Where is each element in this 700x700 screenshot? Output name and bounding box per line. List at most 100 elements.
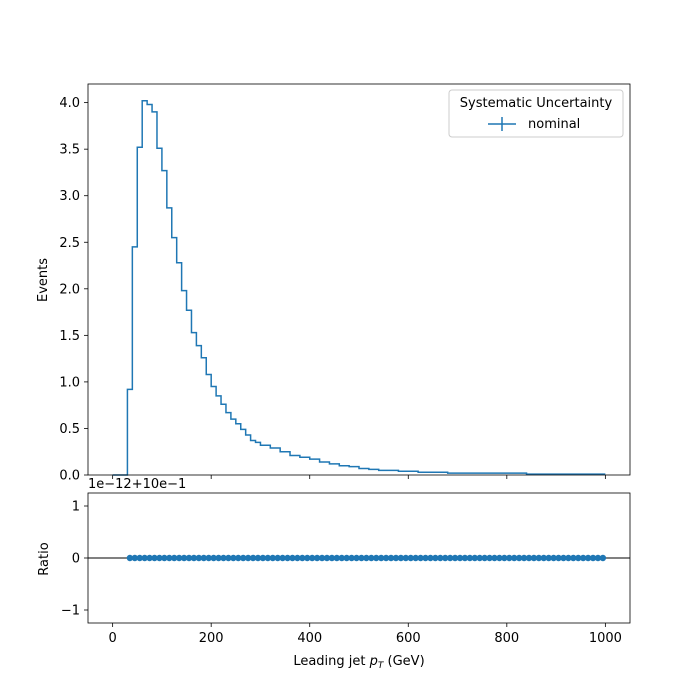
ratio-point <box>141 554 148 562</box>
histogram-y-ticks: 0.0 0.5 1.0 1.5 2.0 2.5 3.0 3.5 4.0 <box>59 96 88 484</box>
legend-box <box>448 89 624 138</box>
ratio-point <box>511 554 518 562</box>
ratio-point <box>392 554 400 562</box>
ratio-point <box>180 554 188 562</box>
ratio-point <box>249 554 257 562</box>
ratio-point <box>515 554 523 562</box>
ratio-point <box>156 554 163 562</box>
ratio-point <box>284 554 291 562</box>
ratio-point <box>599 554 607 562</box>
histogram-x-ticks <box>112 475 606 479</box>
ratio-point <box>333 554 341 562</box>
ratio-point <box>427 554 434 562</box>
ratio-point <box>274 554 281 562</box>
ratio-point <box>417 554 424 562</box>
ratio-point <box>535 554 543 562</box>
histogram-y-tick-label: 4.0 <box>59 96 80 111</box>
ratio-point <box>520 554 528 562</box>
ratio-point <box>373 554 380 562</box>
ratio-point <box>200 554 207 562</box>
ratio-point <box>584 554 592 562</box>
ratio-point <box>338 554 345 562</box>
histogram-y-tick-label: 2.5 <box>59 236 80 251</box>
ratio-point <box>491 554 498 562</box>
ratio-point <box>225 554 232 562</box>
histogram-frame <box>87 83 631 476</box>
ratio-point <box>205 554 212 562</box>
ratio-point <box>368 554 375 562</box>
ratio-point <box>313 554 321 562</box>
ratio-point <box>550 554 557 562</box>
ratio-point <box>382 554 390 562</box>
ratio-point <box>289 554 296 562</box>
ratio-point <box>397 554 405 562</box>
ratio-point <box>530 554 538 562</box>
x-tick-label: 800 <box>494 631 519 646</box>
ratio-point <box>570 554 577 562</box>
ratio-point <box>323 554 331 562</box>
ratio-point <box>185 554 193 562</box>
ratio-point <box>190 554 198 562</box>
ratio-y-ticks: −1 0 1 <box>61 500 88 619</box>
ratio-point <box>215 554 222 562</box>
histogram-y-tick-label: 1.0 <box>59 375 80 390</box>
ratio-point <box>481 554 488 562</box>
ratio-point <box>579 554 587 562</box>
ratio-point <box>308 554 316 562</box>
x-tick-label: 0 <box>108 631 116 646</box>
ratio-point <box>461 554 469 562</box>
ratio-point <box>422 554 429 562</box>
ratio-point <box>166 554 173 562</box>
ratio-y-tick-label: −1 <box>61 604 80 619</box>
x-tick-label: 600 <box>396 631 421 646</box>
ratio-point <box>446 554 454 562</box>
ratio-point <box>235 554 242 562</box>
ratio-point <box>525 554 533 562</box>
ratio-point <box>432 554 439 562</box>
ratio-point <box>442 554 449 562</box>
ratio-point <box>358 554 365 562</box>
ratio-point <box>328 554 336 562</box>
nominal-histogram-line <box>112 100 606 476</box>
ratio-point <box>126 554 134 562</box>
ratio-point <box>244 554 252 562</box>
ratio-frame <box>87 492 631 624</box>
ratio-point <box>175 554 183 562</box>
ratio-point <box>240 554 247 562</box>
legend-entry-nominal: nominal <box>528 117 580 132</box>
ratio-point <box>304 554 311 562</box>
ratio-point <box>151 554 158 562</box>
legend-title: Systematic Uncertainty <box>460 96 613 111</box>
ratio-point <box>259 554 267 562</box>
ratio-point <box>560 554 567 562</box>
ratio-point <box>594 554 602 562</box>
x-tick-label: 200 <box>199 631 224 646</box>
ratio-panel: −1 0 1 0 200 400 600 800 1000 Ratio Leading jet… <box>37 492 631 671</box>
ratio-point <box>466 554 474 562</box>
ratio-point <box>131 554 139 562</box>
ratio-point <box>377 554 385 562</box>
ratio-point <box>146 554 153 562</box>
ratio-point <box>476 554 483 562</box>
x-tick-label: 400 <box>297 631 322 646</box>
x-axis-label: Leading jet pT (GeV) <box>293 654 424 671</box>
ratio-point <box>471 554 478 562</box>
ratio-point <box>555 554 562 562</box>
ratio-point <box>486 554 493 562</box>
legend: Systematic Uncertainty nominal <box>448 89 624 138</box>
ratio-point <box>294 554 301 562</box>
histogram-y-tick-label: 3.5 <box>59 143 80 158</box>
ratio-point <box>501 554 508 562</box>
ratio-point <box>299 554 306 562</box>
ratio-point <box>387 554 395 562</box>
ratio-point <box>136 554 143 562</box>
ratio-point <box>210 554 217 562</box>
ratio-point <box>254 554 262 562</box>
ratio-point <box>279 554 286 562</box>
histogram-y-tick-label: 3.0 <box>59 189 80 204</box>
ratio-point <box>318 554 326 562</box>
ratio-point <box>353 554 360 562</box>
ratio-point <box>437 554 444 562</box>
ratio-point <box>363 554 370 562</box>
